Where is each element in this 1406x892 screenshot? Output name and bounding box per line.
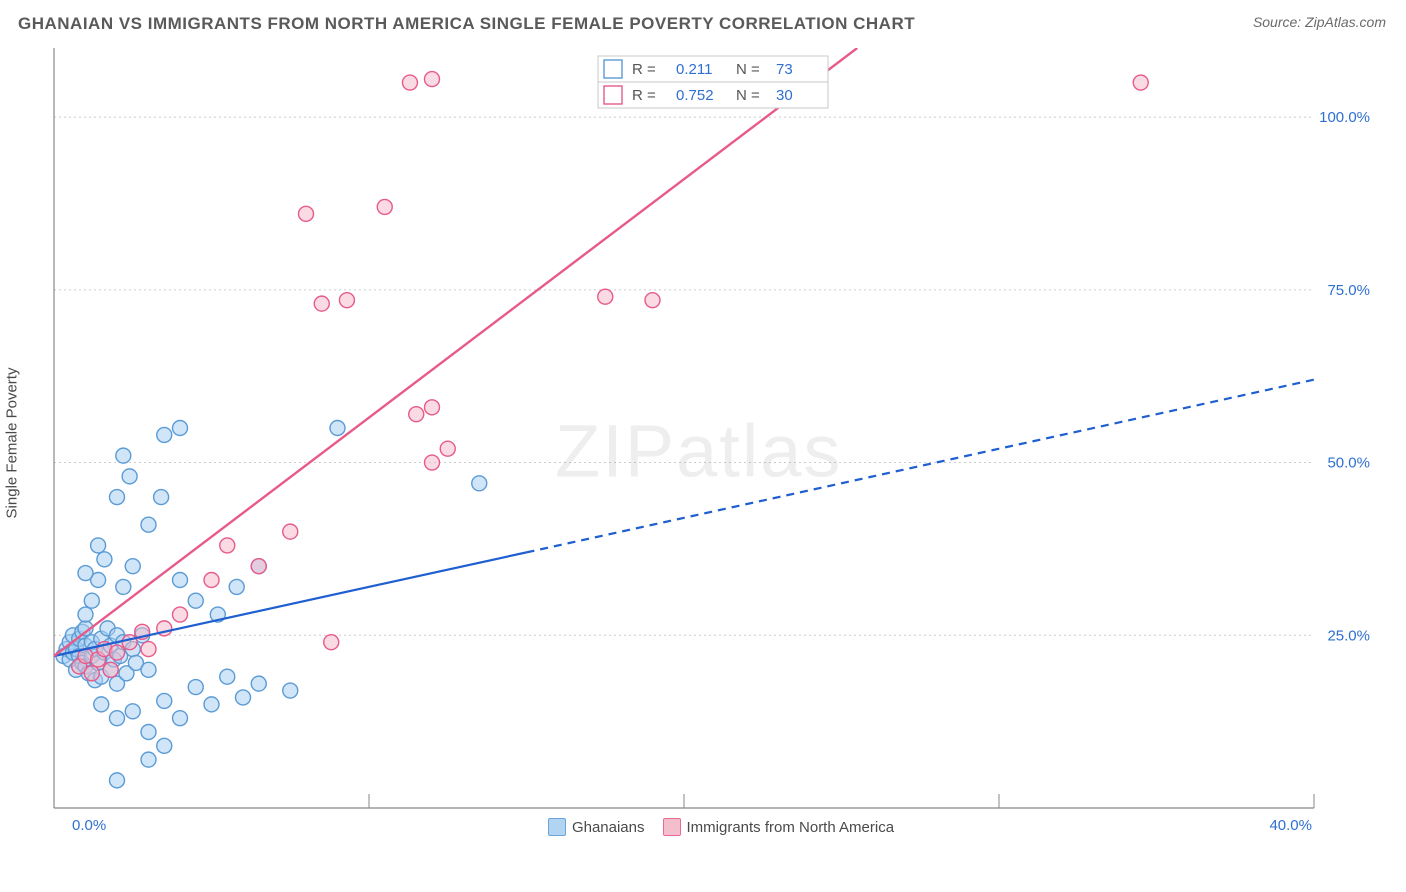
- data-point: [125, 704, 140, 719]
- stat-r-value: 0.211: [676, 61, 712, 78]
- data-point: [141, 642, 156, 657]
- data-point: [1133, 75, 1148, 90]
- data-point: [94, 697, 109, 712]
- svg-text:N =: N =: [736, 61, 760, 78]
- data-point: [377, 199, 392, 214]
- regression-line: [54, 48, 857, 656]
- y-tick-label: 100.0%: [1319, 109, 1370, 126]
- data-point: [425, 455, 440, 470]
- data-point: [188, 593, 203, 608]
- source-label: Source: ZipAtlas.com: [1253, 14, 1386, 30]
- data-point: [157, 427, 172, 442]
- y-tick-label: 25.0%: [1327, 627, 1370, 644]
- data-point: [157, 693, 172, 708]
- legend-swatch: [663, 818, 681, 836]
- data-point: [229, 579, 244, 594]
- data-point: [220, 538, 235, 553]
- data-point: [103, 662, 118, 677]
- data-point: [402, 75, 417, 90]
- data-point: [283, 683, 298, 698]
- y-axis-label: Single Female Poverty: [4, 368, 21, 519]
- data-point: [97, 552, 112, 567]
- data-point: [173, 421, 188, 436]
- data-point: [154, 490, 169, 505]
- data-point: [122, 469, 137, 484]
- data-point: [91, 538, 106, 553]
- data-point: [472, 476, 487, 491]
- legend-swatch: [604, 60, 622, 78]
- legend-label: Ghanaians: [572, 819, 645, 836]
- data-point: [78, 566, 93, 581]
- data-point: [251, 676, 266, 691]
- data-point: [141, 662, 156, 677]
- data-point: [116, 448, 131, 463]
- stat-n-value: 30: [776, 87, 793, 104]
- data-point: [299, 206, 314, 221]
- data-point: [339, 293, 354, 308]
- data-point: [220, 669, 235, 684]
- stat-n-value: 73: [776, 61, 793, 78]
- data-point: [84, 593, 99, 608]
- stat-r-value: 0.752: [676, 87, 714, 104]
- data-point: [78, 607, 93, 622]
- data-point: [425, 72, 440, 87]
- data-point: [110, 711, 125, 726]
- data-point: [324, 635, 339, 650]
- page-title: GHANAIAN VS IMMIGRANTS FROM NORTH AMERIC…: [18, 14, 915, 33]
- svg-text:R =: R =: [632, 61, 656, 78]
- chart-container: Single Female Poverty ZIPatlas 25.0%50.0…: [48, 48, 1376, 838]
- data-point: [330, 421, 345, 436]
- legend-label: Immigrants from North America: [687, 819, 895, 836]
- data-point: [110, 490, 125, 505]
- data-point: [122, 635, 137, 650]
- data-point: [440, 441, 455, 456]
- data-point: [141, 752, 156, 767]
- legend-swatch: [604, 86, 622, 104]
- data-point: [645, 293, 660, 308]
- data-point: [173, 607, 188, 622]
- y-tick-label: 75.0%: [1327, 282, 1370, 299]
- data-point: [251, 559, 266, 574]
- data-point: [314, 296, 329, 311]
- legend-bottom: Ghanaians Immigrants from North America: [48, 818, 1376, 836]
- data-point: [141, 517, 156, 532]
- y-tick-label: 50.0%: [1327, 455, 1370, 472]
- data-point: [236, 690, 251, 705]
- data-point: [141, 725, 156, 740]
- data-point: [204, 697, 219, 712]
- data-point: [110, 645, 125, 660]
- legend-swatch: [548, 818, 566, 836]
- data-point: [173, 711, 188, 726]
- data-point: [173, 573, 188, 588]
- data-point: [84, 666, 99, 681]
- data-point: [204, 573, 219, 588]
- data-point: [110, 773, 125, 788]
- svg-text:N =: N =: [736, 87, 760, 104]
- regression-line-extrapolated: [527, 380, 1315, 553]
- svg-text:R =: R =: [632, 87, 656, 104]
- data-point: [188, 680, 203, 695]
- data-point: [409, 407, 424, 422]
- data-point: [283, 524, 298, 539]
- data-point: [425, 400, 440, 415]
- scatter-chart: 25.0%50.0%75.0%100.0%0.0%40.0%R =0.211N …: [48, 48, 1376, 838]
- data-point: [157, 738, 172, 753]
- data-point: [598, 289, 613, 304]
- data-point: [116, 579, 131, 594]
- data-point: [125, 559, 140, 574]
- stats-legend: R = 0.211 N = 73 R = 0.752 N = 30: [598, 56, 828, 108]
